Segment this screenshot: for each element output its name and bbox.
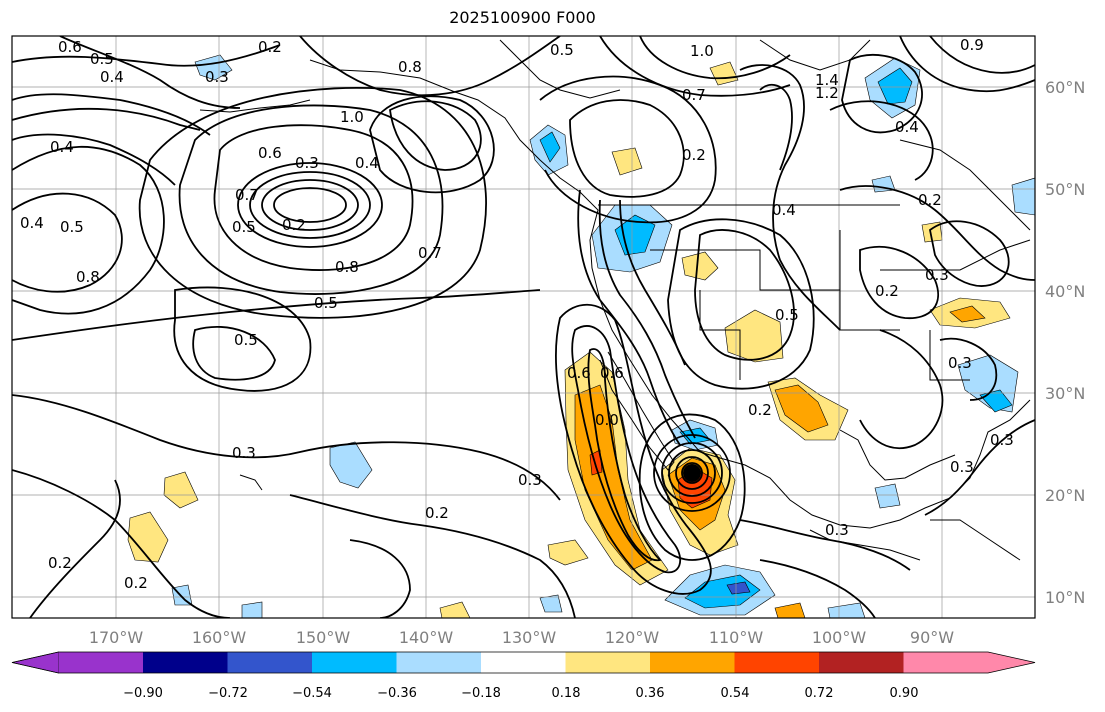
contour-label: 1.4 [815,71,839,89]
contour-label: 0.5 [775,306,799,324]
coastlines [199,39,1031,561]
lon-label: 110°W [709,628,764,647]
colorbar-label: 0.72 [805,686,834,701]
contour-label: 0.6 [258,144,282,162]
contour-label: 0.4 [895,118,919,136]
lon-label: 140°W [399,628,454,647]
contour-label: 0.7 [418,244,442,262]
contour-label: 0.3 [205,68,229,86]
contour-label: 1.0 [690,42,714,60]
colorbar-extend-high [903,652,1035,673]
colorbar-label: 0.54 [721,686,750,701]
contour-label: 0.4 [50,138,74,156]
contour-label: 0.3 [295,154,319,172]
contour-label: 0.2 [48,554,72,572]
contour-label: 0.3 [825,521,849,539]
longitude-labels: 170°W 160°W 150°W 140°W 130°W 120°W 110°… [89,628,954,647]
colorbar-segment [565,652,651,673]
colorbar-segment [650,652,735,673]
colorbar-label: −0.72 [208,686,248,701]
colorbar-segment [58,652,143,673]
contour-label: 0.5 [234,331,258,349]
contour-label: 1.0 [340,108,364,126]
contour-label: 0.3 [950,458,974,476]
contour-label: 0.2 [124,574,148,592]
contour-label: 1.2 [815,84,839,102]
lon-label: 150°W [296,628,351,647]
lat-label: 10°N [1045,588,1085,607]
contour-label: 0.5 [90,50,114,68]
map-frame [11,35,1036,619]
lon-label: 100°W [812,628,867,647]
colorbar-label: −0.18 [461,686,501,701]
storm-center-marker [683,464,701,482]
contour-label: 0.7 [235,186,259,204]
colorbar-label: 0.18 [552,686,581,701]
contour-label: 0.2 [258,38,282,56]
lon-label: 120°W [605,628,660,647]
contour-label: 0.0 [595,411,619,429]
colorbar-segment [312,652,397,673]
contour-label: 0.7 [682,86,706,104]
colorbar-label: −0.36 [377,686,417,701]
latitude-labels: 60°N 50°N 40°N 30°N 20°N 10°N [1045,78,1085,607]
contour-label: 0.5 [550,41,574,59]
colorbar-label: −0.90 [123,686,163,701]
map-title: 2025100900 F000 [449,8,596,27]
colorbar-segment [143,652,228,673]
contour-label: 0.8 [76,268,100,286]
lat-label: 40°N [1045,282,1085,301]
contour-label: 0.5 [314,294,338,312]
map-area [12,36,1035,618]
contour-label: 0.6 [600,364,624,382]
lat-label: 20°N [1045,486,1085,505]
contour-label: 0.3 [948,354,972,372]
lat-label: 50°N [1045,180,1085,199]
contour-label: 0.9 [960,36,984,54]
lon-label: 130°W [502,628,557,647]
lat-label: 30°N [1045,384,1085,403]
contour-label: 0.2 [282,216,306,234]
colorbar-segment [734,652,820,673]
contour-label-group: 0.6 0.5 0.4 0.3 0.2 0.8 0.5 1.0 0.7 1.4 … [20,36,1014,592]
colorbar-segment [227,652,313,673]
colorbar-segment [481,652,566,673]
contour-label: 0.3 [990,431,1014,449]
contour-label: 0.2 [425,504,449,522]
contour-label: 0.2 [682,146,706,164]
contour-lines [12,36,1035,618]
contour-label: 0.4 [20,214,44,232]
contour-label: 0.6 [567,364,591,382]
lon-label: 90°W [910,628,954,647]
contour-label: 0.2 [875,282,899,300]
contour-label: 0.3 [925,266,949,284]
contour-label: 0.4 [100,68,124,86]
lon-label: 160°W [192,628,247,647]
contour-label: 0.3 [518,471,542,489]
lon-label: 170°W [89,628,144,647]
colorbar-extend-low [11,651,59,674]
colorbar [11,651,1036,674]
contour-label: 0.2 [918,191,942,209]
colorbar-segment [819,652,904,673]
contour-label: 0.8 [335,258,359,276]
colorbar-segment [396,652,482,673]
contour-label: 0.6 [58,38,82,56]
contour-label: 0.3 [232,444,256,462]
contour-label: 0.4 [355,154,379,172]
contour-label: 0.5 [232,218,256,236]
contour-label: 0.4 [772,201,796,219]
contour-label: 0.2 [748,401,772,419]
colorbar-labels: −0.90 −0.72 −0.54 −0.36 −0.18 0.18 0.36 … [123,686,918,701]
colorbar-label: 0.36 [636,686,665,701]
lat-label: 60°N [1045,78,1085,97]
colorbar-label: −0.54 [292,686,332,701]
colorbar-label: 0.90 [890,686,919,701]
colorbar-outline [11,651,1036,674]
contour-label: 0.5 [60,218,84,236]
contour-label: 0.8 [398,58,422,76]
